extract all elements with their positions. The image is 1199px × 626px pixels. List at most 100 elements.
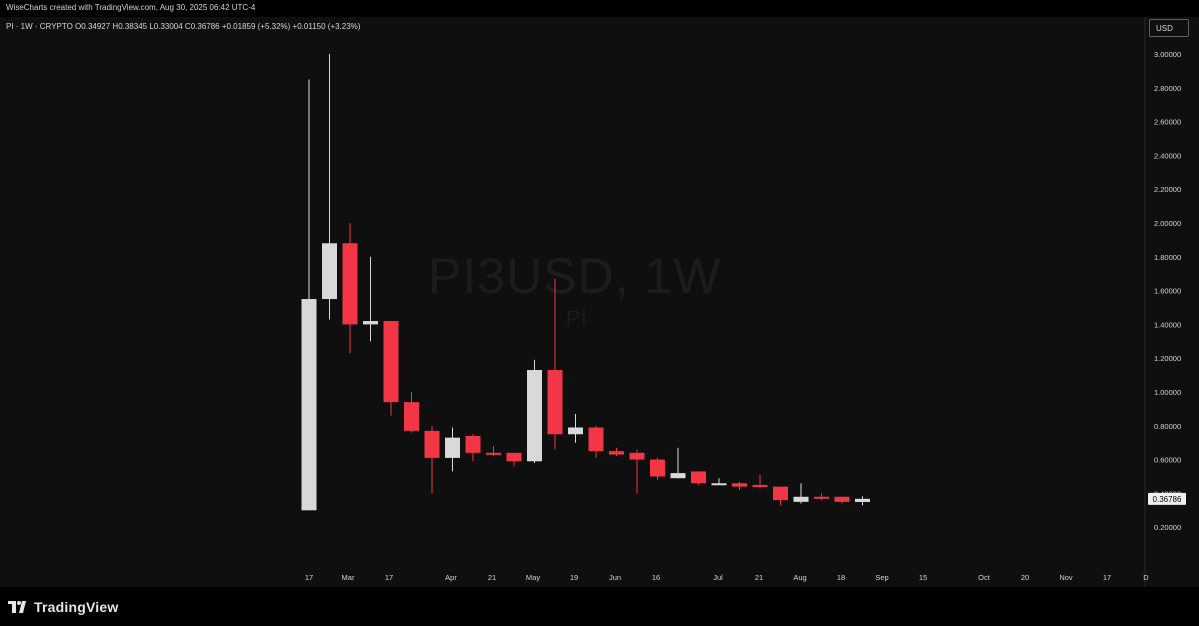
candle-body [773,486,788,501]
candle-body [445,437,460,458]
candle[interactable] [568,413,583,443]
price-tick-label: 0.20000 [1154,523,1181,532]
footer-bar: TradingView [0,587,1199,626]
candle-body [465,435,481,453]
candle[interactable] [424,425,440,494]
candle[interactable] [342,223,358,354]
candle[interactable] [609,447,624,457]
price-tick-label: 2.60000 [1154,118,1181,127]
candle[interactable] [650,457,665,480]
time-tick-label: 19 [570,573,578,582]
candle[interactable] [486,446,501,457]
price-tick-label: 2.40000 [1154,151,1181,160]
candle-body [834,496,850,502]
attribution-text: WiseCharts created with TradingView.com,… [6,3,256,12]
ohlc-legend: PI · 1W · CRYPTO O0.34927 H0.38345 L0.33… [6,22,361,31]
candle[interactable] [752,474,768,489]
tradingview-logo-icon [8,601,26,613]
candle[interactable] [506,452,522,467]
candle-body [301,299,317,511]
tradingview-logo[interactable]: TradingView [8,599,118,615]
symbol-watermark-sub: PI [566,306,587,331]
candles-group [301,54,870,511]
candle[interactable] [445,427,460,472]
candle[interactable] [773,486,788,506]
tradingview-logo-text: TradingView [34,599,119,615]
time-tick-label: Mar [342,573,355,582]
candle-body [363,321,378,325]
candle-body [711,483,727,486]
candle[interactable] [404,392,419,433]
time-tick-label: 17 [385,573,393,582]
candle-body [383,321,399,403]
time-tick-label: 18 [837,573,845,582]
time-tick-label: 16 [652,573,660,582]
symbol-watermark: PI3USD, 1W [428,248,722,304]
candle-body [547,370,563,435]
currency-button[interactable]: USD [1149,19,1189,37]
time-tick-label: 17 [305,573,313,582]
candle-body [588,427,604,452]
candle-body [486,452,501,455]
candle[interactable] [732,481,747,491]
candle[interactable] [363,256,378,342]
candle[interactable] [691,471,706,485]
price-tick-label: 1.60000 [1154,287,1181,296]
candle-body [691,471,706,484]
price-axis[interactable]: 3.00000 2.80000 2.60000 2.40000 2.20000 2.000… [1154,50,1181,532]
price-tick-label: 2.20000 [1154,185,1181,194]
time-tick-label: D [1143,573,1149,582]
candle-body [793,496,809,502]
header-bar: WiseCharts created with TradingView.com,… [0,0,1199,17]
candle[interactable] [527,359,542,463]
price-tick-label: 1.80000 [1154,253,1181,262]
candle[interactable] [547,278,563,450]
price-tick-label: 2.80000 [1154,84,1181,93]
price-tick-label: 1.20000 [1154,354,1181,363]
time-tick-label: 21 [755,573,763,582]
time-tick-label: Aug [793,573,806,582]
last-price-label: 0.36786 [1153,495,1182,504]
last-price-marker: 0.36786 [1148,492,1186,505]
candle[interactable] [629,449,645,494]
time-tick-label: 21 [488,573,496,582]
time-tick-label: Nov [1059,573,1073,582]
candle[interactable] [834,496,850,504]
candle[interactable] [322,54,337,320]
candle-body [629,452,645,460]
price-tick-label: 0.60000 [1154,456,1181,465]
candle[interactable] [855,496,870,506]
candle[interactable] [301,79,317,511]
time-axis[interactable]: 17 Mar 17 Apr 21 May 19 Jun 16 Jul 21 Aug 18 Sep 15 Oct… [305,573,1149,582]
price-tick-label: 1.00000 [1154,388,1181,397]
candle-body [404,402,419,431]
candle[interactable] [670,447,686,479]
candle-body [814,496,829,499]
candle[interactable] [588,425,604,458]
candle[interactable] [814,493,829,501]
price-tick-label: 0.80000 [1154,422,1181,431]
candle-body [506,452,522,462]
time-tick-label: Oct [978,573,991,582]
time-tick-label: Jul [713,573,723,582]
time-tick-label: Sep [875,573,888,582]
candle[interactable] [711,478,727,486]
price-tick-label: 1.40000 [1154,320,1181,329]
candle-body [527,370,542,462]
candle-body [670,473,686,479]
chart-pane[interactable] [0,17,1199,587]
candle-body [568,427,583,435]
time-tick-label: 20 [1021,573,1029,582]
candlestick-chart[interactable]: 3.00000 2.80000 2.60000 2.40000 2.20000 2.000… [0,17,1199,587]
price-tick-label: 2.00000 [1154,219,1181,228]
candle[interactable] [465,434,481,462]
time-tick-label: 15 [919,573,927,582]
price-tick-label: 3.00000 [1154,50,1181,59]
candle[interactable] [383,321,399,416]
candle-body [855,498,870,502]
candle-body [322,243,337,300]
time-tick-label: Jun [609,573,621,582]
candle[interactable] [793,483,809,504]
candle-body [732,483,747,487]
candle-body [609,451,624,455]
